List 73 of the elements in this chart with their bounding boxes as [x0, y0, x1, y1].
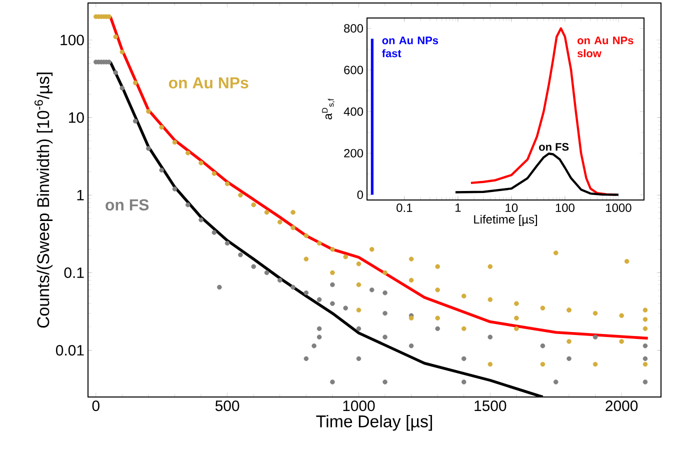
point	[330, 282, 335, 288]
point	[553, 380, 558, 384]
point	[592, 334, 598, 340]
point	[277, 278, 282, 283]
series-label: on Au NPs	[168, 77, 248, 88]
point	[290, 284, 296, 290]
point	[540, 343, 546, 348]
x-tick-label: 0	[92, 400, 100, 412]
x-axis-title: Time Delay [µs]	[316, 414, 432, 431]
point	[251, 264, 256, 269]
point	[316, 334, 322, 340]
point	[642, 356, 648, 362]
point	[198, 217, 204, 222]
y-tick-label: 0.1	[64, 267, 84, 278]
point	[113, 70, 118, 75]
point	[185, 202, 190, 208]
point	[461, 356, 466, 362]
point	[330, 301, 335, 306]
point	[212, 230, 217, 235]
y-tick-label: 600	[344, 66, 364, 74]
point	[488, 334, 493, 340]
point	[316, 297, 322, 302]
point	[356, 356, 362, 362]
x-tick-label: 1000	[606, 204, 632, 212]
point	[132, 118, 138, 124]
point	[172, 186, 178, 192]
point	[408, 343, 414, 348]
x-tick-label: 500	[215, 400, 240, 412]
x-tick-label: 0.1	[396, 204, 412, 212]
x-tick-label: 1500	[474, 400, 506, 412]
y-tick-label: 1	[77, 190, 84, 200]
point	[382, 290, 388, 296]
point	[304, 290, 309, 296]
x-tick-label: 10	[506, 204, 518, 212]
y-tick-label: 0	[357, 190, 364, 200]
point	[146, 146, 151, 151]
point	[435, 326, 440, 332]
point	[642, 380, 648, 384]
series-label: on Au NPs slow	[577, 36, 634, 58]
point	[382, 380, 388, 384]
point	[217, 284, 222, 290]
point	[356, 326, 362, 332]
x-tick-label: 1	[456, 204, 461, 212]
y-tick-label: 200	[344, 148, 364, 158]
y-tick-label: 100	[60, 34, 84, 46]
point	[316, 326, 322, 332]
y-axis-title: Counts/(Sweep Binwidth) [10$^{-6}$/µs]	[34, 72, 53, 328]
point	[461, 380, 466, 384]
y-tick-label: 0.01	[56, 344, 84, 356]
point	[382, 334, 388, 340]
x-tick-label: 100	[556, 204, 574, 212]
point	[159, 168, 164, 173]
point	[120, 86, 125, 90]
y-tick-label: 800	[344, 24, 364, 33]
point	[312, 343, 316, 348]
point	[238, 252, 243, 258]
x-tick-label: 2000	[606, 400, 638, 412]
y-tick-label: 10	[69, 112, 84, 123]
x-tick-label: 1000	[343, 400, 375, 412]
legend-label: on FS	[106, 199, 149, 210]
x-axis-title: Lifetime [µs]	[474, 214, 537, 226]
point	[642, 343, 648, 348]
series-label: on Au NPs fast	[382, 36, 438, 58]
series-label: on FS	[539, 142, 569, 151]
point	[224, 240, 230, 246]
point	[369, 288, 374, 292]
point	[330, 380, 335, 384]
point	[343, 306, 348, 310]
point	[264, 270, 270, 276]
y-tick-label: 400	[344, 107, 364, 116]
point	[566, 356, 572, 362]
point	[382, 310, 388, 316]
point	[304, 356, 309, 362]
